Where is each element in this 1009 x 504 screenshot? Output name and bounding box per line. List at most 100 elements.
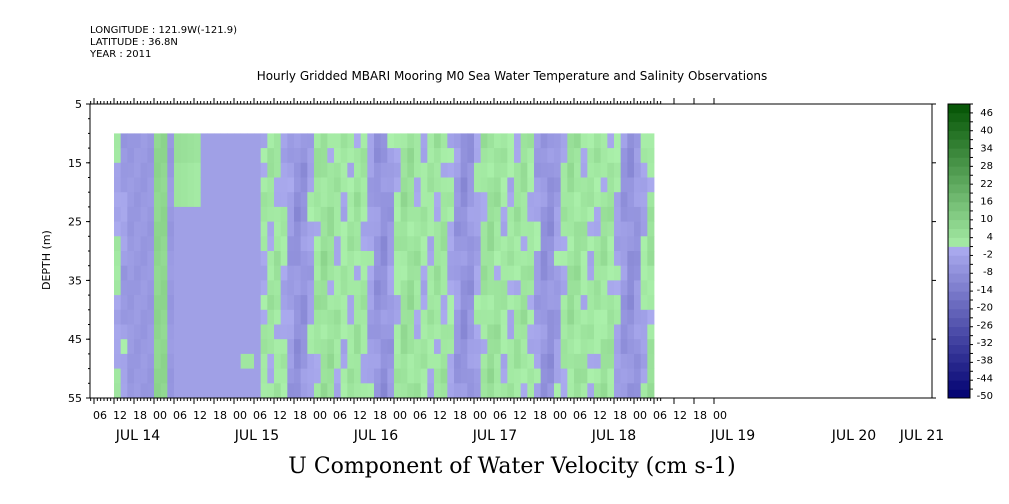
heat-cell xyxy=(300,162,308,178)
heat-cell xyxy=(380,339,388,355)
heat-cell xyxy=(634,353,642,369)
heat-cell xyxy=(280,133,288,149)
heat-cell xyxy=(240,295,248,311)
heat-cell xyxy=(634,324,642,340)
heat-cell xyxy=(620,383,628,399)
heat-cell xyxy=(367,133,375,149)
heat-cell xyxy=(414,133,422,149)
heat-cell xyxy=(474,177,482,193)
heat-cell xyxy=(567,192,575,208)
heat-cell xyxy=(247,309,255,325)
heat-cell xyxy=(540,265,548,281)
heat-cell xyxy=(200,324,208,340)
heat-cell xyxy=(580,324,588,340)
heat-cell xyxy=(300,383,308,399)
heat-cell xyxy=(347,206,355,222)
heat-cell xyxy=(154,309,162,325)
heat-cell xyxy=(407,339,415,355)
heat-cell xyxy=(194,162,202,178)
x-hour-tick-label: 18 xyxy=(213,409,227,422)
heat-cell xyxy=(567,368,575,384)
heat-cell xyxy=(574,280,582,296)
heat-cell xyxy=(507,280,515,296)
heat-cell xyxy=(547,324,555,340)
heat-cell xyxy=(580,177,588,193)
heat-cell xyxy=(174,339,182,355)
heat-cell xyxy=(300,265,308,281)
heat-cell xyxy=(474,251,482,267)
heat-cell xyxy=(367,265,375,281)
heat-cell xyxy=(560,177,568,193)
heat-cell xyxy=(234,162,242,178)
heat-cell xyxy=(607,251,615,267)
heat-cell xyxy=(294,339,302,355)
heat-cell xyxy=(447,221,455,237)
heat-cell xyxy=(220,265,228,281)
heat-cell xyxy=(534,295,542,311)
heat-cell xyxy=(500,206,508,222)
heat-cell xyxy=(427,280,435,296)
heat-cell xyxy=(634,368,642,384)
heat-cell xyxy=(340,236,348,252)
heat-cell xyxy=(194,383,202,399)
heat-cell xyxy=(527,221,535,237)
heat-cell xyxy=(394,309,402,325)
heat-cell xyxy=(320,383,328,399)
heat-cell xyxy=(420,280,428,296)
heat-cell xyxy=(467,236,475,252)
heat-cell xyxy=(540,236,548,252)
heat-cell xyxy=(407,148,415,164)
heat-cell xyxy=(340,148,348,164)
x-date-label: JUL 16 xyxy=(353,428,399,444)
heat-cell xyxy=(260,177,268,193)
heat-cell xyxy=(434,339,442,355)
heat-cell xyxy=(387,206,395,222)
heat-cell xyxy=(167,162,175,178)
heat-cell xyxy=(374,221,382,237)
heat-cell xyxy=(467,221,475,237)
heat-cell xyxy=(347,353,355,369)
heat-cell xyxy=(440,339,448,355)
heat-cell xyxy=(640,236,648,252)
heat-cell xyxy=(494,324,502,340)
heat-cell xyxy=(514,353,522,369)
heat-cell xyxy=(600,368,608,384)
heat-cell xyxy=(287,339,295,355)
heat-cell xyxy=(580,280,588,296)
heat-cell xyxy=(334,148,342,164)
heat-cell xyxy=(147,324,155,340)
heat-cell xyxy=(374,265,382,281)
heat-cell xyxy=(320,339,328,355)
heat-cell xyxy=(320,162,328,178)
heat-cell xyxy=(547,162,555,178)
heat-cell xyxy=(334,162,342,178)
heat-cell xyxy=(200,221,208,237)
heat-cell xyxy=(607,280,615,296)
heat-cell xyxy=(234,236,242,252)
heat-cell xyxy=(587,295,595,311)
heat-cell xyxy=(174,295,182,311)
heat-cell xyxy=(640,353,648,369)
heat-cell xyxy=(180,251,188,267)
heat-cell xyxy=(567,177,575,193)
heat-cell xyxy=(487,162,495,178)
heat-cell xyxy=(520,368,528,384)
heat-cell xyxy=(394,383,402,399)
heat-cell xyxy=(634,206,642,222)
heat-cell xyxy=(374,177,382,193)
heat-cell xyxy=(560,236,568,252)
heat-cell xyxy=(240,339,248,355)
heat-cell xyxy=(294,192,302,208)
heat-cell xyxy=(187,353,195,369)
heat-cell xyxy=(240,383,248,399)
heat-cell xyxy=(580,221,588,237)
heat-cell xyxy=(120,192,128,208)
heat-cell xyxy=(447,368,455,384)
heat-cell xyxy=(240,280,248,296)
heat-cell xyxy=(560,162,568,178)
heat-cell xyxy=(534,339,542,355)
heat-cell xyxy=(400,133,408,149)
heat-cell xyxy=(367,383,375,399)
heat-cell xyxy=(247,353,255,369)
heat-cell xyxy=(214,324,222,340)
